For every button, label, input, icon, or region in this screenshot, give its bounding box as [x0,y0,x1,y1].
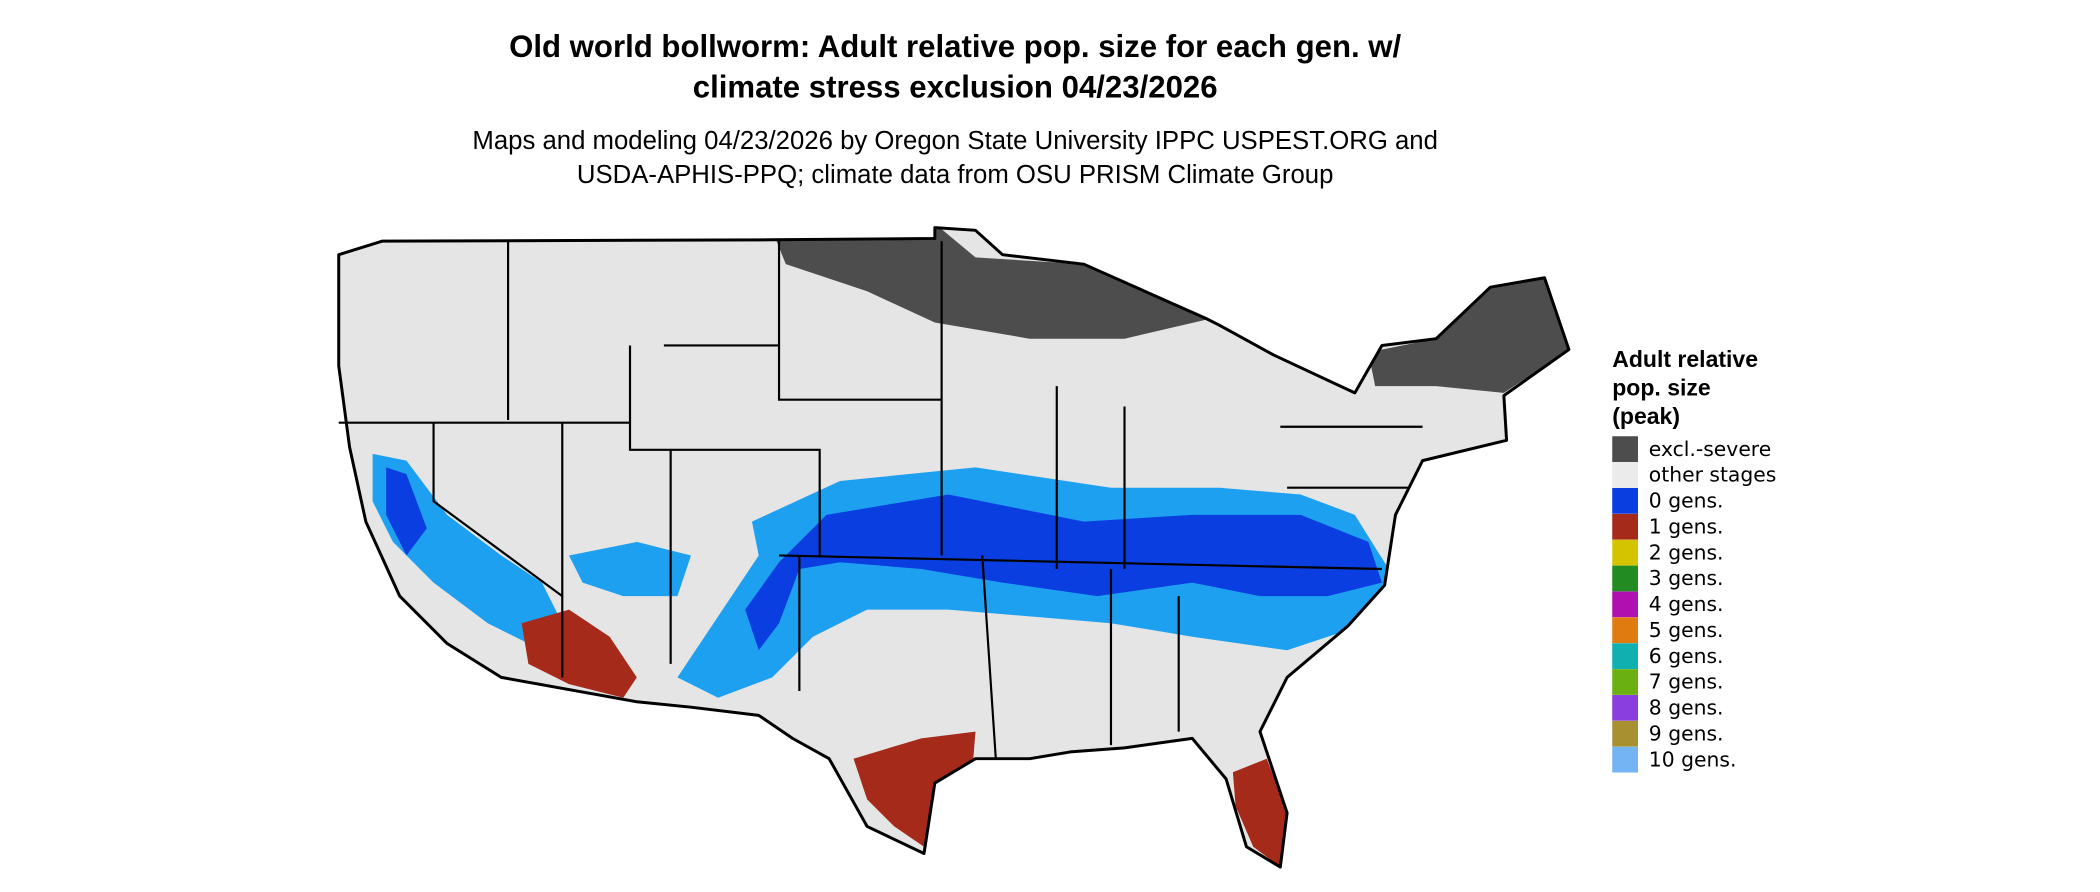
legend-swatch [1612,591,1638,618]
us-map [337,226,1571,869]
one-gen-area [853,731,976,847]
low-pop-area [372,453,570,651]
legend-swatch [1612,565,1638,592]
legend-label: 8 gens. [1649,696,1724,720]
state-borders [338,239,1423,759]
legend-label: 9 gens. [1649,721,1724,745]
excluded-area [772,227,1206,339]
legend-swatch [1612,669,1638,695]
legend-label: other stages [1649,463,1777,487]
legend-swatch [1612,746,1638,773]
legend-label: 5 gens. [1649,618,1724,642]
zero-gen-area [386,467,427,556]
legend-label: excl.-severe [1649,437,1771,461]
subtitle-line: USDA-APHIS-PPQ; climate data from OSU PR… [577,161,1334,189]
legend-title-line: pop. size [1612,375,1711,401]
one-gen-area [521,609,637,698]
legend-label: 6 gens. [1649,644,1724,668]
legend-title-line: Adult relative [1612,346,1758,372]
legend-label: 3 gens. [1649,566,1724,590]
legend-swatch [1612,487,1638,514]
legend-swatch [1612,695,1638,721]
legend-swatch [1612,436,1638,462]
legend-label: 0 gens. [1649,489,1724,513]
legend-label: 10 gens. [1649,747,1737,771]
low-pop-area [569,541,691,597]
excluded-area [1368,277,1569,393]
legend: Adult relative pop. size (peak) excl.-se… [1612,346,1777,773]
legend-label: 2 gens. [1649,540,1724,564]
legend-swatch [1612,462,1638,488]
legend-label: 7 gens. [1649,670,1724,694]
legend-title-line: (peak) [1612,403,1680,429]
model-fill [372,227,1569,868]
one-gen-area [1232,758,1288,868]
legend-swatch [1612,513,1638,540]
subtitle-line: Maps and modeling 04/23/2026 by Oregon S… [472,127,1438,155]
title-line: climate stress exclusion 04/23/2026 [693,70,1218,105]
legend-swatch [1612,643,1638,669]
legend-swatch [1612,720,1638,747]
legend-swatch [1612,617,1638,644]
legend-swatch [1612,539,1638,566]
zero-gen-area [745,494,1382,651]
legend-label: 4 gens. [1649,592,1724,616]
title-line: Old world bollworm: Adult relative pop. … [509,29,1401,64]
legend-label: 1 gens. [1649,514,1724,538]
